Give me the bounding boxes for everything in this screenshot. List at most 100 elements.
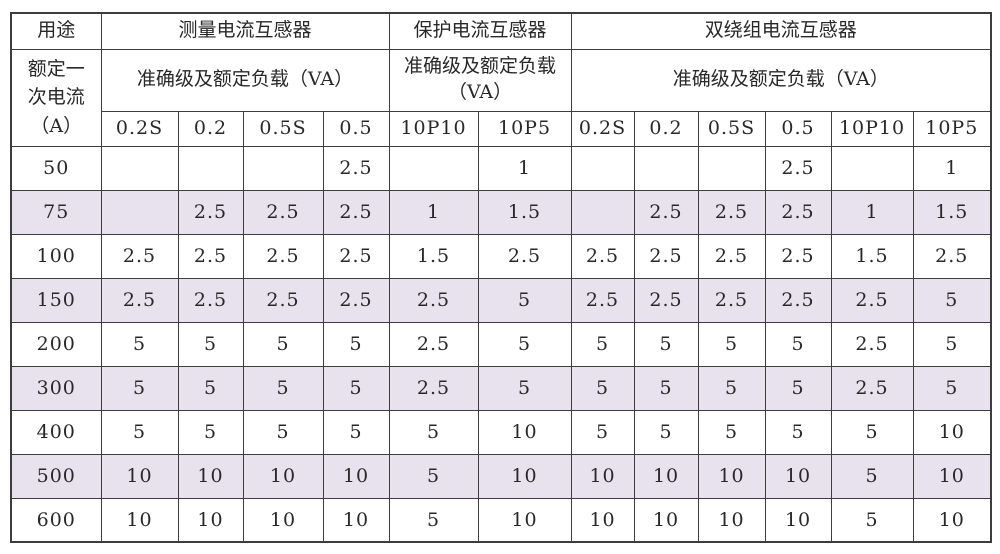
class-col-dual-10p10: 10P10 (830, 110, 914, 147)
load-value-cell: 1.5 (912, 189, 992, 235)
class-col-dual-0-5: 0.5 (764, 110, 832, 147)
load-value-cell: 5 (177, 321, 244, 367)
load-value-cell: 5 (322, 365, 390, 411)
load-value-cell: 5 (100, 365, 179, 411)
class-col-measure-0-2s: 0.2S (100, 110, 179, 147)
load-value-cell: 2.5 (177, 277, 244, 323)
load-value-cell: 5 (830, 409, 914, 455)
load-value-cell: 2.5 (633, 277, 699, 323)
load-value-cell: 2.5 (912, 233, 992, 279)
load-value-cell: 2.5 (322, 277, 390, 323)
load-value-cell: 5 (477, 321, 572, 367)
rated-current-cell: 200 (10, 321, 102, 367)
load-value-cell: 2.5 (570, 233, 635, 279)
load-value-cell: 10 (570, 453, 635, 499)
class-col-dual-0-5s: 0.5S (697, 110, 766, 147)
rated-primary-current-header: 额定一 次电流 （A） (10, 48, 102, 147)
class-col-dual-0-2: 0.2 (633, 110, 699, 147)
load-value-cell: 10 (570, 497, 635, 543)
load-value-cell: 10 (242, 497, 324, 543)
load-value-cell: 1 (830, 189, 914, 235)
load-value-cell: 10 (477, 409, 572, 455)
load-value-cell: 5 (100, 321, 179, 367)
load-value-cell: 1.5 (830, 233, 914, 279)
rated-current-cell: 400 (10, 409, 102, 455)
load-value-cell: 2.5 (764, 233, 832, 279)
load-value-cell: 10 (322, 453, 390, 499)
protection-accuracy-load-header: 准确级及额定负载（VA） (388, 48, 572, 112)
load-value-cell: 5 (633, 409, 699, 455)
load-value-cell: 5 (764, 365, 832, 411)
rated-current-cell: 100 (10, 233, 102, 279)
load-value-cell: 10 (697, 453, 766, 499)
load-value-cell: 5 (764, 321, 832, 367)
load-value-cell (100, 189, 179, 235)
load-value-cell: 2.5 (697, 189, 766, 235)
table-row: 300 5 5 5 5 2.5 5 5 5 5 5 2.5 5 (10, 365, 992, 411)
table-row: 75 2.5 2.5 2.5 1 1.5 2.5 2.5 2.5 1 1.5 (10, 189, 992, 235)
load-value-cell: 5 (633, 365, 699, 411)
class-col-dual-10p5: 10P5 (912, 110, 992, 147)
class-col-protection-10p5: 10P5 (477, 110, 572, 147)
load-value-cell: 5 (477, 365, 572, 411)
purpose-header: 用途 (10, 12, 102, 50)
load-value-cell: 2.5 (633, 189, 699, 235)
load-value-cell: 2.5 (830, 365, 914, 411)
load-value-cell: 2.5 (388, 321, 479, 367)
load-value-cell: 10 (477, 497, 572, 543)
load-value-cell: 5 (242, 409, 324, 455)
load-value-cell: 5 (697, 409, 766, 455)
load-value-cell (570, 189, 635, 235)
load-value-cell: 5 (388, 409, 479, 455)
load-value-cell: 2.5 (100, 233, 179, 279)
class-col-dual-0-2s: 0.2S (570, 110, 635, 147)
load-value-cell: 5 (388, 497, 479, 543)
table-row: 200 5 5 5 5 2.5 5 5 5 5 5 2.5 5 (10, 321, 992, 367)
load-value-cell: 5 (912, 277, 992, 323)
class-col-protection-10p10: 10P10 (388, 110, 479, 147)
load-value-cell: 2.5 (177, 233, 244, 279)
load-value-cell: 10 (322, 497, 390, 543)
load-value-cell: 2.5 (764, 145, 832, 191)
rated-current-line-3: （A） (30, 114, 83, 137)
rated-current-cell: 600 (10, 497, 102, 543)
load-value-cell: 5 (322, 409, 390, 455)
load-value-cell: 5 (570, 365, 635, 411)
load-value-cell: 10 (764, 497, 832, 543)
load-value-cell: 2.5 (322, 233, 390, 279)
class-col-measure-0-5s: 0.5S (242, 110, 324, 147)
load-value-cell: 10 (633, 453, 699, 499)
load-value-cell: 2.5 (633, 233, 699, 279)
load-value-cell: 5 (764, 409, 832, 455)
load-value-cell (570, 145, 635, 191)
load-value-cell: 2.5 (388, 277, 479, 323)
rated-current-cell: 500 (10, 453, 102, 499)
measure-accuracy-load-header: 准确级及额定负载（VA） (100, 48, 390, 112)
load-value-cell: 2.5 (697, 233, 766, 279)
load-value-cell: 5 (477, 277, 572, 323)
load-value-cell: 2.5 (764, 277, 832, 323)
load-value-cell: 10 (477, 453, 572, 499)
load-value-cell (242, 145, 324, 191)
load-value-cell: 2.5 (322, 145, 390, 191)
load-value-cell: 5 (912, 321, 992, 367)
table-row: 500 10 10 10 10 5 10 10 10 10 10 5 10 (10, 453, 992, 499)
load-value-cell: 10 (912, 409, 992, 455)
load-value-cell: 10 (100, 497, 179, 543)
load-value-cell: 2.5 (830, 277, 914, 323)
load-value-cell: 5 (100, 409, 179, 455)
load-value-cell: 10 (912, 497, 992, 543)
load-value-cell: 1.5 (477, 189, 572, 235)
load-value-cell: 2.5 (477, 233, 572, 279)
load-value-cell: 2.5 (570, 277, 635, 323)
table-header: 用途 测量电流互感器 保护电流互感器 双绕组电流互感器 额定一 次电流 （A） … (10, 12, 992, 147)
rated-current-cell: 300 (10, 365, 102, 411)
load-value-cell: 1 (477, 145, 572, 191)
load-value-cell: 5 (697, 321, 766, 367)
load-value-cell: 5 (830, 497, 914, 543)
load-value-cell: 5 (633, 321, 699, 367)
dual-winding-ct-group-header: 双绕组电流互感器 (570, 12, 992, 50)
rated-current-cell: 150 (10, 277, 102, 323)
load-value-cell: 5 (242, 321, 324, 367)
